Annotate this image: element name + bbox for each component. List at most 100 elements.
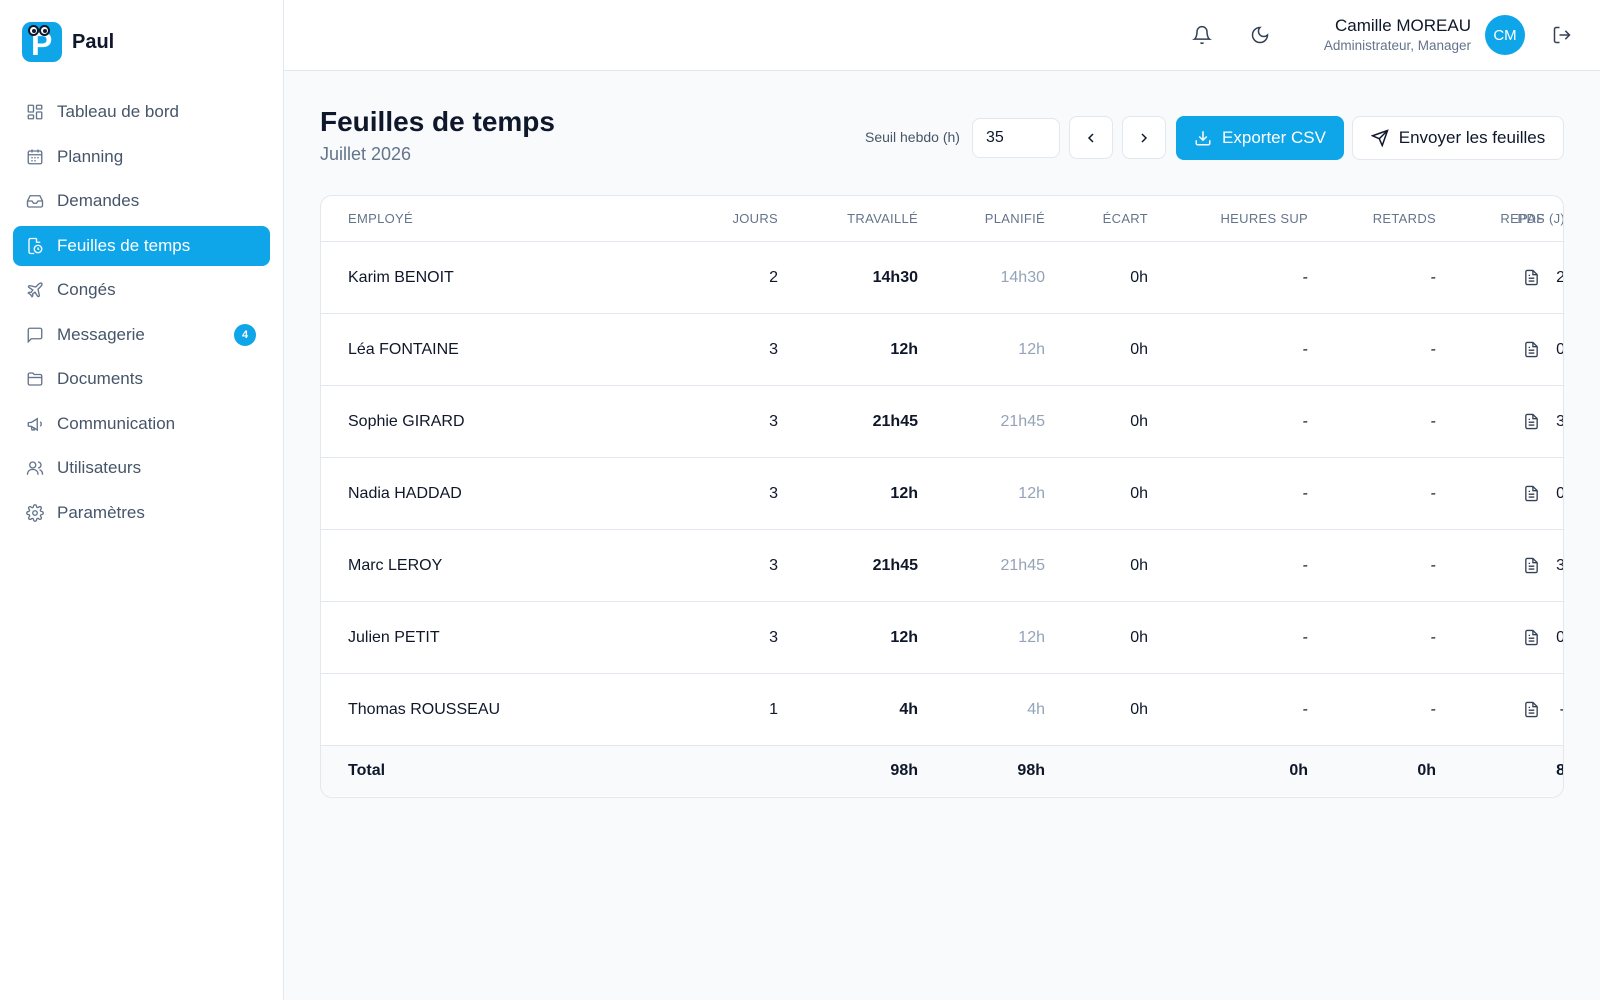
cell-planned: 14h30 [1000, 268, 1046, 286]
cell-late: - [1430, 340, 1436, 358]
header-worked: TRAVAILLÉ [847, 211, 918, 226]
megaphone-icon [27, 417, 42, 431]
cell-worked: 12h [890, 484, 918, 502]
sidebar-item-conges[interactable]: Congés [13, 270, 270, 310]
header-planned: PLANIFIÉ [984, 211, 1045, 226]
inbox-icon [26, 195, 44, 208]
export-csv-button[interactable]: Exporter CSV [1176, 116, 1344, 160]
cell-overtime: - [1302, 268, 1308, 286]
sidebar-item-parametres[interactable]: Paramètres [13, 493, 270, 533]
cell-planned: 21h45 [1000, 556, 1046, 574]
cell-gap: 0h [1130, 628, 1148, 646]
sidebar-item-utilisateurs[interactable]: Utilisateurs [13, 448, 270, 488]
sidebar-item-label: Tableau de bord [57, 102, 179, 121]
document-icon [1524, 269, 1538, 286]
topbar: Camille MOREAU Administrateur, Manager C… [284, 0, 1600, 71]
cell-days: 3 [769, 412, 778, 430]
cell-late: - [1430, 556, 1436, 574]
pdf-download-button[interactable] [1511, 386, 1551, 457]
sidebar-item-label: Paramètres [57, 502, 145, 522]
cell-planned: 21h45 [1000, 412, 1046, 430]
sidebar-item-label: Messagerie [57, 324, 145, 344]
cell-planned: 4h [1027, 700, 1045, 718]
pdf-download-button[interactable] [1511, 602, 1551, 673]
cell-days: 2 [769, 268, 778, 286]
document-icon [1524, 485, 1538, 502]
download-icon [1195, 131, 1211, 146]
sidebar-item-label: Planning [57, 146, 124, 166]
sidebar-item-planning[interactable]: Planning [13, 137, 270, 177]
logo: P [22, 22, 62, 62]
cell-meals: 2 [1448, 242, 1563, 313]
avatar[interactable]: CM [1485, 15, 1525, 55]
bell-icon[interactable] [1192, 25, 1212, 45]
user-info[interactable]: Camille MOREAU Administrateur, Manager [1324, 16, 1471, 53]
pdf-download-button[interactable] [1511, 314, 1551, 385]
previous-month-button[interactable] [1069, 116, 1113, 159]
pdf-download-button[interactable] [1511, 530, 1551, 601]
cell-overtime: - [1302, 556, 1308, 574]
dashboard-icon [27, 104, 43, 120]
cell-meals: 3 [1448, 386, 1563, 457]
cell-meals: - [1448, 674, 1563, 745]
document-icon [1524, 557, 1538, 574]
cell-overtime: - [1302, 412, 1308, 430]
timesheet-table: EMPLOYÉ JOURS TRAVAILLÉ PLANIFIÉ ÉCART H… [320, 195, 1564, 798]
pdf-download-button[interactable] [1511, 458, 1551, 529]
cell-planned: 12h [1018, 628, 1045, 646]
sidebar-item-messagerie[interactable]: Messagerie 4 [13, 315, 270, 355]
header-meals: REPAS (J) [1500, 211, 1564, 226]
chevron-right-icon [1141, 132, 1148, 143]
employee-name: Léa FONTAINE [348, 340, 459, 358]
document-icon [1524, 413, 1538, 430]
cell-worked: 14h30 [872, 268, 918, 286]
header-overtime: HEURES SUP [1220, 211, 1308, 226]
timesheet-icon [28, 237, 43, 254]
plane-icon [27, 282, 43, 298]
total-label: Total [348, 762, 386, 779]
cell-worked: 21h45 [872, 412, 918, 430]
send-timesheets-button[interactable]: Envoyer les feuilles [1352, 116, 1564, 160]
threshold-label: Seuil hebdo (h) [865, 129, 960, 145]
cell-late: - [1430, 484, 1436, 502]
cell-days: 3 [769, 556, 778, 574]
cell-gap: 0h [1130, 556, 1148, 574]
cell-worked: 21h45 [872, 556, 918, 574]
table-header: EMPLOYÉ JOURS TRAVAILLÉ PLANIFIÉ ÉCART H… [321, 196, 1564, 242]
threshold-input[interactable] [972, 118, 1060, 158]
message-icon [27, 327, 43, 343]
cell-meals: 3 [1448, 530, 1563, 601]
pdf-download-button[interactable] [1511, 242, 1551, 313]
pdf-download-button[interactable] [1511, 674, 1551, 745]
next-month-button[interactable] [1122, 116, 1166, 159]
cell-days: 3 [769, 628, 778, 646]
employee-name: Karim BENOIT [348, 268, 454, 286]
user-name: Camille MOREAU [1334, 16, 1471, 35]
brand-name: Paul [72, 30, 115, 53]
sidebar-item-documents[interactable]: Documents [13, 359, 270, 399]
dark-mode-icon[interactable] [1250, 25, 1270, 45]
sidebar-item-feuilles-de-temps[interactable]: Feuilles de temps [13, 225, 270, 266]
cell-late: - [1430, 268, 1436, 286]
sidebar-item-label: Documents [57, 369, 143, 388]
sidebar-item-communication[interactable]: Communication [13, 404, 270, 444]
sidebar-item-tableau-de-bord[interactable]: Tableau de bord [13, 92, 270, 132]
cell-late: - [1430, 628, 1436, 646]
document-icon [1524, 701, 1538, 718]
cell-overtime: - [1302, 484, 1308, 502]
sidebar-item-demandes[interactable]: Demandes [13, 181, 270, 221]
total-overtime: 0h [1289, 762, 1308, 779]
send-timesheets-label: Envoyer les feuilles [1398, 128, 1546, 147]
gear-icon [26, 503, 44, 522]
employee-name: Julien PETIT [348, 628, 440, 646]
header-pdf: PDF [1517, 211, 1545, 226]
page-title: Feuilles de temps [320, 106, 555, 137]
brand[interactable]: P Paul [22, 22, 114, 62]
cell-gap: 0h [1130, 268, 1148, 286]
document-icon [1524, 629, 1538, 646]
logout-icon[interactable] [1552, 25, 1572, 45]
total-late: 0h [1417, 762, 1436, 779]
cell-gap: 0h [1130, 484, 1148, 502]
